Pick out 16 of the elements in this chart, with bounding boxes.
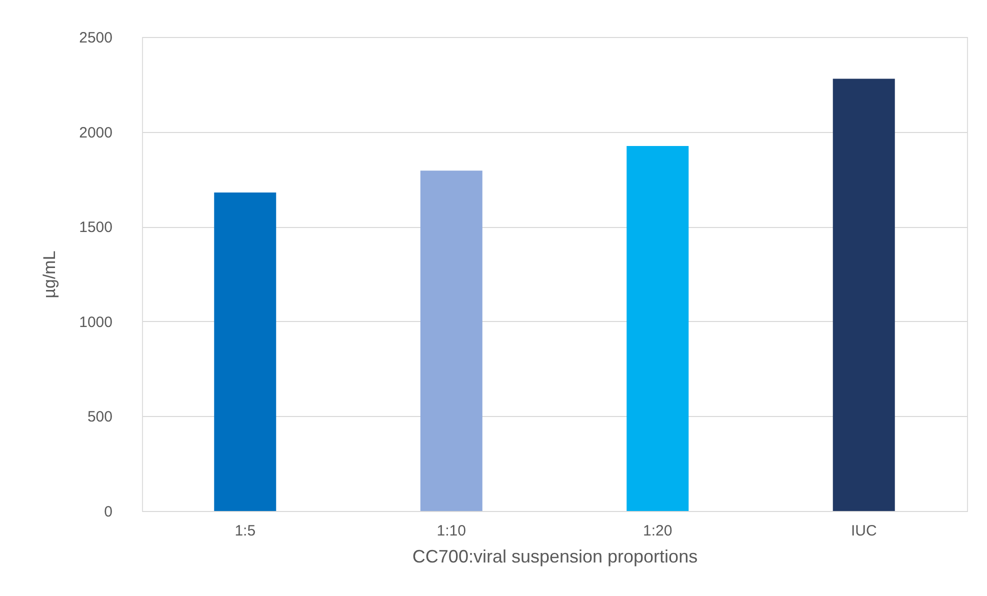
bar: [420, 170, 482, 511]
y-tick-label: 2000: [79, 124, 112, 142]
y-tick-label: 2500: [79, 30, 112, 46]
y-tick-label: 500: [87, 408, 112, 426]
bar: [832, 78, 895, 511]
y-tick-label: 1500: [79, 219, 112, 236]
x-tick-label: 1:10: [436, 522, 466, 540]
x-tick-label: 1:5: [234, 522, 256, 540]
y-axis-title: µg/mL: [40, 250, 60, 298]
y-tick-label: 1000: [79, 314, 112, 331]
x-tick-label: 1:20: [643, 522, 672, 540]
bar: [214, 192, 276, 511]
y-tick-label: 0: [104, 504, 112, 520]
x-axis-title: CC700:viral suspension proportions: [412, 546, 698, 566]
bar: [626, 146, 689, 511]
x-tick-label: IUC: [850, 522, 877, 540]
